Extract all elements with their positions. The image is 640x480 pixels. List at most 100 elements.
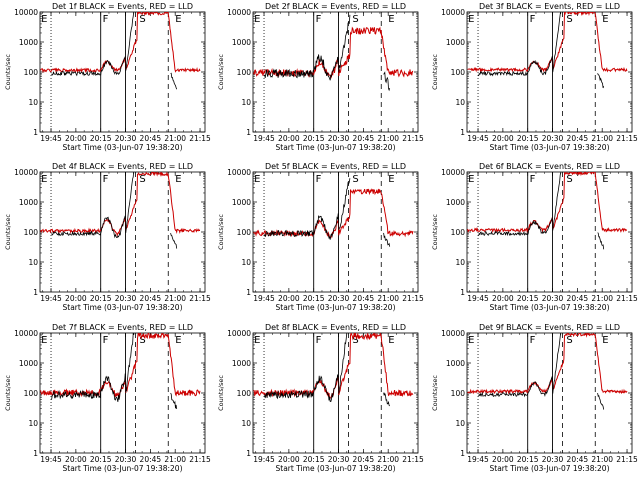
plot-frame xyxy=(39,11,206,133)
x-tick-label: 21:15 xyxy=(616,455,638,464)
x-axis-label: Start Time (03-Jun-07 19:38:20) xyxy=(490,303,610,312)
panel-title: Det 6f BLACK = Events, RED = LLD xyxy=(479,162,620,171)
x-tick-label: 20:00 xyxy=(492,294,514,303)
y-tick-label: 100 xyxy=(451,68,466,77)
x-tick-label: 19:45 xyxy=(40,294,62,303)
y-tick-label: 1000 xyxy=(446,198,465,207)
x-tick-label: 20:45 xyxy=(353,455,375,464)
y-tick-label: 10000 xyxy=(14,8,38,17)
y-tick-label: 1000 xyxy=(19,38,38,47)
interval-label: S xyxy=(566,14,572,25)
x-tick-label: 21:15 xyxy=(402,455,424,464)
y-tick-label: 100 xyxy=(24,228,39,237)
y-tick-label: 1 xyxy=(460,449,465,458)
series-lld-line xyxy=(40,172,200,237)
y-axis-label: Counts/sec xyxy=(4,54,12,90)
y-tick-label: 10000 xyxy=(227,329,251,338)
plot-area xyxy=(253,14,414,92)
y-tick-label: 10000 xyxy=(227,168,251,177)
x-tick-label: 20:45 xyxy=(353,134,375,143)
x-tick-label: 21:15 xyxy=(402,134,424,143)
interval-label: S xyxy=(566,174,572,185)
panel-title: Det 4f BLACK = Events, RED = LLD xyxy=(52,162,193,171)
interval-label: E xyxy=(41,174,47,185)
x-tick-label: 20:15 xyxy=(517,294,539,303)
interval-label: S xyxy=(352,335,358,346)
x-tick-label: 20:00 xyxy=(65,455,87,464)
x-tick-label: 21:15 xyxy=(189,134,211,143)
series-events-line xyxy=(51,333,178,410)
interval-label: F xyxy=(530,14,536,25)
plot-frame xyxy=(466,332,633,454)
detector-panel-5: Det 5f BLACK = Events, RED = LLD 1 10 100 10… xyxy=(217,162,424,312)
y-tick-label: 1 xyxy=(246,449,251,458)
panel-title: Det 5f BLACK = Events, RED = LLD xyxy=(265,162,406,171)
x-tick-label: 20:30 xyxy=(115,455,137,464)
y-tick-label: 1 xyxy=(33,288,38,297)
x-tick-label: 20:00 xyxy=(492,455,514,464)
interval-label: S xyxy=(352,174,358,185)
x-tick-label: 19:45 xyxy=(467,134,489,143)
plot-area xyxy=(40,333,201,410)
plot-area xyxy=(40,172,200,249)
x-tick-label: 21:00 xyxy=(377,294,399,303)
plot-area xyxy=(40,12,201,90)
y-tick-label: 1 xyxy=(33,128,38,137)
series-lld-line xyxy=(467,172,628,234)
y-tick-label: 10000 xyxy=(14,329,38,338)
interval-label: E xyxy=(602,14,608,25)
x-tick-label: 20:15 xyxy=(90,455,112,464)
y-tick-label: 100 xyxy=(237,389,252,398)
x-tick-label: 20:45 xyxy=(140,134,162,143)
y-tick-label: 1000 xyxy=(232,38,251,47)
x-axis-label: Start Time (03-Jun-07 19:38:20) xyxy=(276,143,396,152)
x-tick-label: 20:30 xyxy=(542,134,564,143)
y-axis-label: Counts/sec xyxy=(4,214,12,250)
x-tick-label: 21:15 xyxy=(402,294,424,303)
interval-label: F xyxy=(316,14,322,25)
y-axis-label: Counts/sec xyxy=(431,214,439,250)
y-tick-label: 1000 xyxy=(446,38,465,47)
interval-label: F xyxy=(103,14,109,25)
x-tick-label: 20:15 xyxy=(90,294,112,303)
panel-title: Det 7f BLACK = Events, RED = LLD xyxy=(52,323,193,332)
interval-label: E xyxy=(468,14,474,25)
y-tick-label: 10 xyxy=(28,258,38,267)
detector-panel-1: Det 1f BLACK = Events, RED = LLD 1 10 100 10… xyxy=(4,2,211,152)
x-tick-label: 21:00 xyxy=(591,294,613,303)
x-tick-label: 20:30 xyxy=(115,294,137,303)
plot-area xyxy=(253,333,414,407)
series-events-line xyxy=(264,333,391,407)
interval-label: F xyxy=(103,174,109,185)
x-tick-label: 20:45 xyxy=(567,134,589,143)
panel-title: Det 2f BLACK = Events, RED = LLD xyxy=(265,2,406,11)
x-tick-label: 20:00 xyxy=(65,294,87,303)
plot-area xyxy=(467,12,628,89)
x-tick-label: 20:45 xyxy=(567,294,589,303)
y-tick-label: 1000 xyxy=(19,359,38,368)
x-tick-label: 19:45 xyxy=(253,455,275,464)
y-axis-label: Counts/sec xyxy=(4,375,12,411)
interval-label: E xyxy=(175,174,181,185)
series-lld-line xyxy=(40,12,201,74)
y-tick-label: 1000 xyxy=(232,359,251,368)
interval-label: F xyxy=(530,174,536,185)
x-tick-label: 21:15 xyxy=(189,455,211,464)
x-tick-label: 19:45 xyxy=(467,294,489,303)
panel-title: Det 8f BLACK = Events, RED = LLD xyxy=(265,323,406,332)
y-tick-label: 100 xyxy=(237,228,252,237)
x-tick-label: 19:45 xyxy=(253,134,275,143)
series-events-line xyxy=(478,12,605,89)
series-lld-line xyxy=(467,12,628,73)
interval-label: S xyxy=(139,14,145,25)
panel-title: Det 1f BLACK = Events, RED = LLD xyxy=(52,2,193,11)
y-tick-label: 10 xyxy=(28,419,38,428)
x-tick-label: 21:15 xyxy=(189,294,211,303)
y-tick-label: 100 xyxy=(237,68,252,77)
x-tick-label: 21:15 xyxy=(616,294,638,303)
x-tick-label: 21:15 xyxy=(616,134,638,143)
detector-panel-6: Det 6f BLACK = Events, RED = LLD 1 10 100 10… xyxy=(431,162,638,312)
x-axis-label: Start Time (03-Jun-07 19:38:20) xyxy=(63,464,183,473)
panel-title: Det 9f BLACK = Events, RED = LLD xyxy=(479,323,620,332)
